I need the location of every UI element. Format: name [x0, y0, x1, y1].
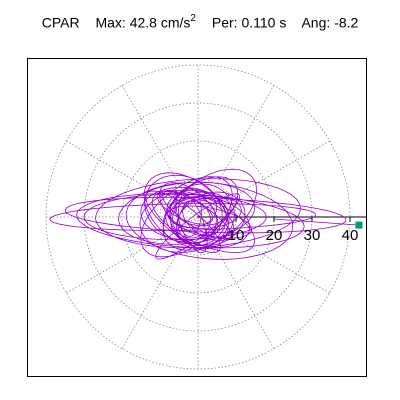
- peak-marker: [355, 221, 363, 229]
- period-label: Per:: [211, 14, 238, 31]
- radial-tick-label-40: 40: [342, 227, 359, 244]
- radial-tick-label-30: 30: [304, 227, 321, 244]
- max-value: 42.8: [129, 14, 157, 31]
- period-value: 0.110 s: [241, 14, 287, 31]
- radial-tick-label-10: 10: [228, 227, 245, 244]
- max-unit-exponent: 2: [190, 13, 196, 24]
- radial-tick-labels: 10 20 30 40: [228, 227, 359, 244]
- angle-label: Ang:: [301, 14, 331, 31]
- peak-marker-group: [355, 221, 363, 229]
- max-unit: cm/s: [160, 14, 191, 31]
- component-label: CPAR: [41, 14, 80, 31]
- max-label: Max:: [95, 14, 126, 31]
- orbit-trace: [49, 168, 360, 260]
- angle-value: -8.2: [334, 14, 359, 31]
- chart-header: CPAR Max: 42.8 cm/s2 Per: 0.110 s Ang: -…: [0, 13, 400, 31]
- orbit-path: [49, 168, 360, 260]
- plot-frame: [27, 58, 367, 377]
- radial-tick-label-20: 20: [266, 227, 283, 244]
